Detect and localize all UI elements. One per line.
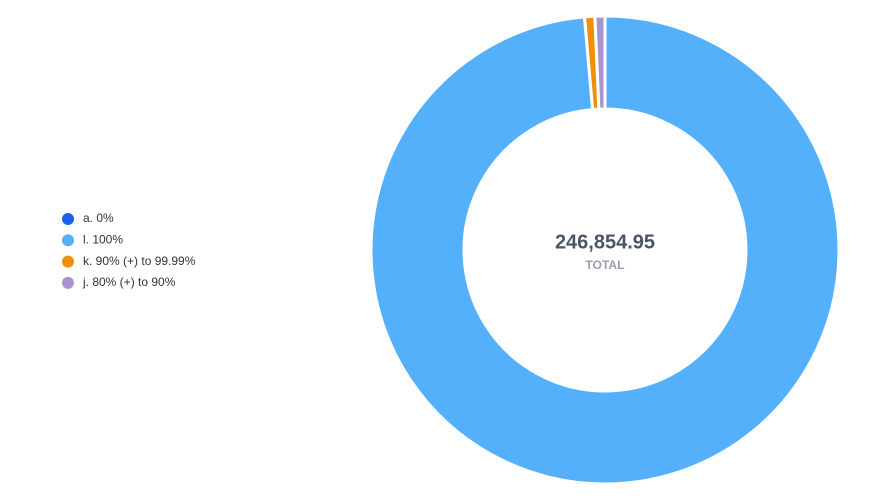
legend-label[interactable]: j. 80% (+) to 90%	[82, 275, 176, 289]
slice[interactable]	[593, 14, 607, 111]
legend-marker[interactable]	[62, 255, 74, 268]
slice[interactable]	[369, 14, 841, 486]
center-label: TOTAL	[586, 258, 625, 272]
legend: a. 0% l. 100% k. 90% (+) to 99.99% j. 80% (…	[62, 211, 196, 289]
legend-label[interactable]: k. 90% (+) to 99.99%	[83, 254, 196, 268]
legend-marker[interactable]	[62, 276, 74, 289]
legend-label[interactable]: a. 0%	[83, 211, 114, 225]
legend-marker[interactable]	[62, 213, 74, 225]
legend-label[interactable]: l. 100%	[83, 232, 123, 246]
center-value: 246,854.95	[555, 231, 655, 253]
legend-marker[interactable]	[62, 234, 74, 247]
donut	[369, 14, 841, 486]
